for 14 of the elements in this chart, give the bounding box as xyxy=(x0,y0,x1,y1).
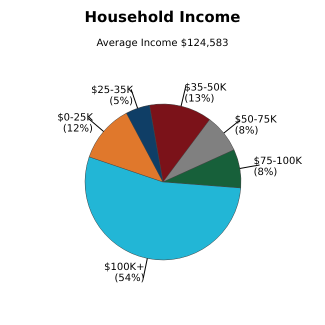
slice-label: $75-100K xyxy=(254,156,302,168)
data-label: (8%) xyxy=(234,125,258,136)
slice-label: $35-50K xyxy=(184,82,227,94)
slice-label: $0-25K xyxy=(57,112,94,124)
chart-title: Household Income xyxy=(84,8,242,26)
data-label: (13%) xyxy=(184,94,214,105)
data-label: (54%) xyxy=(114,273,145,284)
slice-label: $50-75K xyxy=(234,114,278,126)
slice-label: $25-35K xyxy=(91,85,134,96)
data-label: (8%) xyxy=(254,167,278,178)
slice-label: $100K+ xyxy=(104,262,144,274)
data-label: (5%) xyxy=(109,96,134,108)
chart-subtitle: Average Income $124,583 xyxy=(96,38,230,49)
data-label: (12%) xyxy=(62,123,94,134)
